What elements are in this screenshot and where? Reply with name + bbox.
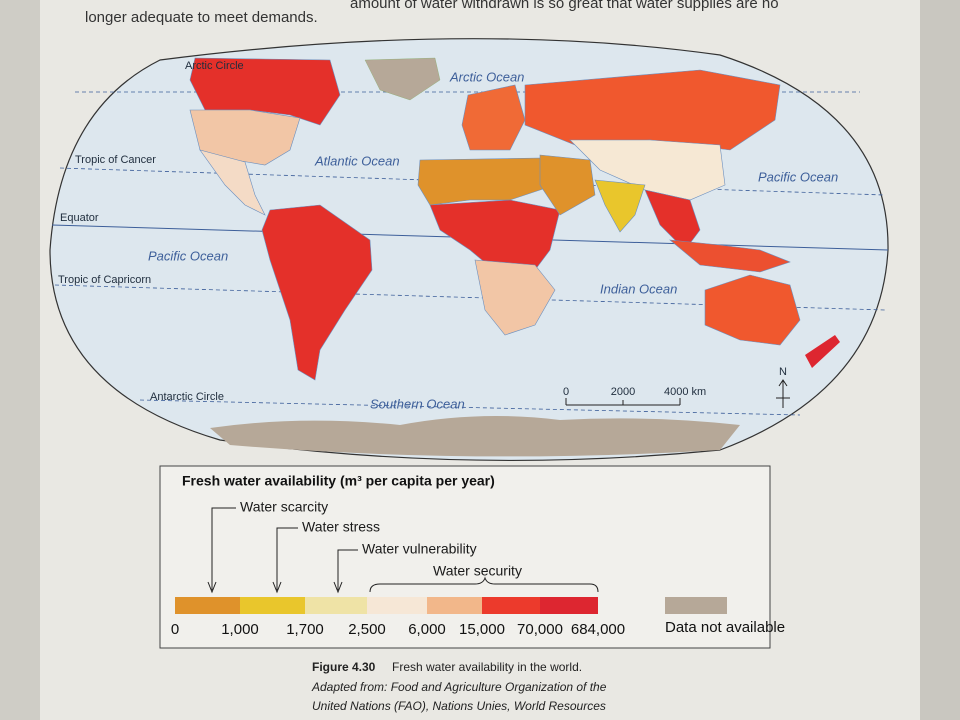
break-label: 15,000 [459, 621, 505, 638]
break-label: 6,000 [408, 621, 446, 638]
north-label: N [779, 366, 787, 378]
southeast-asia [644, 189, 701, 251]
canada [189, 57, 341, 126]
scale-bar [565, 398, 681, 406]
break-label: 1,700 [286, 621, 324, 638]
category-label: Water stress [302, 519, 380, 535]
category-label: Water vulnerability [362, 541, 477, 557]
no-data-label: Data not available [665, 619, 785, 636]
pointer [272, 527, 298, 594]
tropic-cancer-line [59, 167, 886, 196]
figure-title: Fresh water availability in the world. [392, 660, 582, 674]
legend-swatch [482, 597, 540, 614]
legend-swatch [175, 597, 240, 614]
mexico [199, 149, 266, 216]
body-text: amount of water withdrawn is so great th… [350, 0, 779, 12]
break-label: 70,000 [517, 621, 563, 638]
break-label: 684,000 [571, 621, 625, 638]
antarctica [210, 416, 740, 457]
legend: Fresh water availability (m³ per capita … [159, 465, 785, 649]
line-label: Arctic Circle [185, 60, 244, 72]
ocean-label: Indian Ocean [600, 281, 677, 296]
greenland [364, 57, 441, 101]
legend-swatch [665, 597, 727, 614]
line-label: Tropic of Capricorn [58, 274, 151, 286]
tropic-capricorn-line [54, 284, 886, 311]
break-label: 2,500 [348, 621, 386, 638]
page-edge [920, 0, 960, 720]
line-label: Equator [60, 212, 99, 224]
legend-swatch [367, 597, 427, 614]
break-label: 0 [171, 621, 179, 638]
scale-label: 2000 [611, 386, 635, 398]
legend-swatch [305, 597, 367, 614]
australia [704, 274, 801, 346]
pointer [207, 507, 236, 594]
new-zealand [805, 335, 840, 368]
scale-label: 0 [563, 386, 569, 398]
indonesia [669, 239, 791, 273]
antarctic-circle-line [139, 399, 801, 416]
legend-swatch [240, 597, 305, 614]
southern-africa [474, 259, 556, 336]
india [594, 179, 646, 233]
brace [369, 576, 599, 593]
ocean-label: Southern Ocean [370, 396, 465, 411]
central-asia [569, 139, 726, 201]
line-label: Tropic of Cancer [75, 154, 156, 166]
page-edge [0, 0, 40, 720]
body-text: longer adequate to meet demands. [85, 9, 318, 26]
legend-box [159, 465, 771, 649]
figure-source: Adapted from: Food and Agriculture Organ… [311, 680, 607, 694]
break-label: 1,000 [221, 621, 259, 638]
map: Arctic Circle Tropic of Cancer Equator T… [49, 38, 889, 461]
figure-source: United Nations (FAO), Nations Unies, Wor… [312, 699, 606, 713]
middle-east [539, 154, 596, 216]
north-arrow [776, 379, 790, 408]
ocean-label: Arctic Ocean [449, 69, 524, 84]
legend-title: Fresh water availability (m³ per capita … [182, 473, 495, 489]
category-label: Water security [433, 563, 522, 579]
pointer [333, 549, 358, 594]
legend-swatch [540, 597, 598, 614]
south-america [261, 204, 373, 381]
russia [524, 69, 781, 151]
category-label: Water scarcity [240, 499, 328, 515]
europe [461, 84, 526, 151]
line-label: Antarctic Circle [150, 391, 224, 403]
legend-swatch [427, 597, 482, 614]
ocean-label: Pacific Ocean [148, 248, 228, 263]
scale-label: 4000 km [664, 386, 706, 398]
ocean-label: Pacific Ocean [758, 169, 838, 184]
figure-number: Figure 4.30 [312, 660, 376, 674]
ocean-label: Atlantic Ocean [314, 153, 400, 168]
